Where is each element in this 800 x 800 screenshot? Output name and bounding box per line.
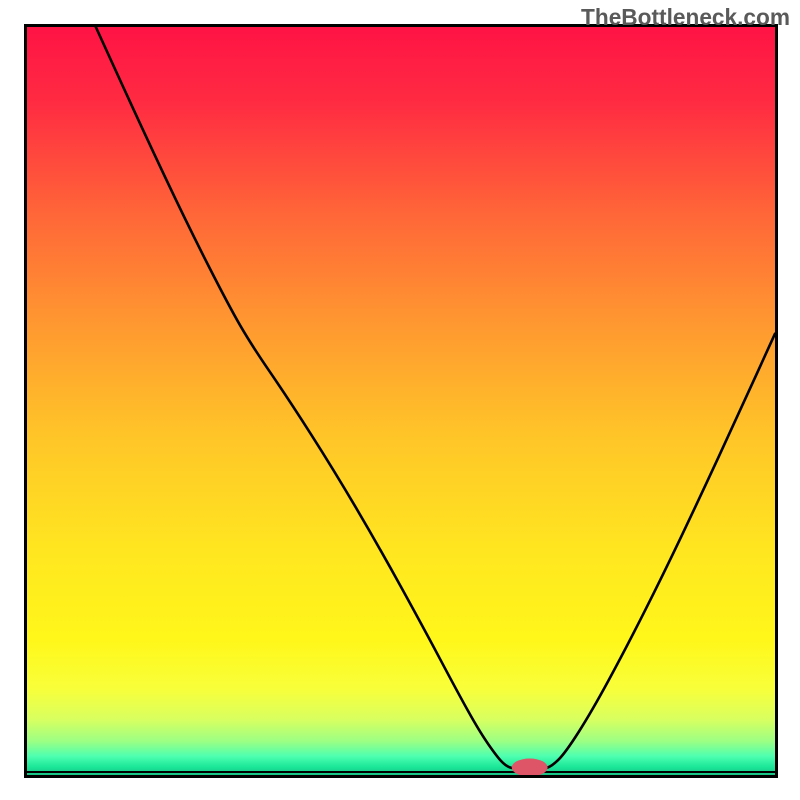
gradient-background	[27, 27, 775, 775]
chart-svg	[0, 0, 800, 800]
optimum-marker	[512, 759, 548, 777]
bottleneck-chart: TheBottleneck.com	[0, 0, 800, 800]
watermark-text: TheBottleneck.com	[581, 4, 790, 31]
